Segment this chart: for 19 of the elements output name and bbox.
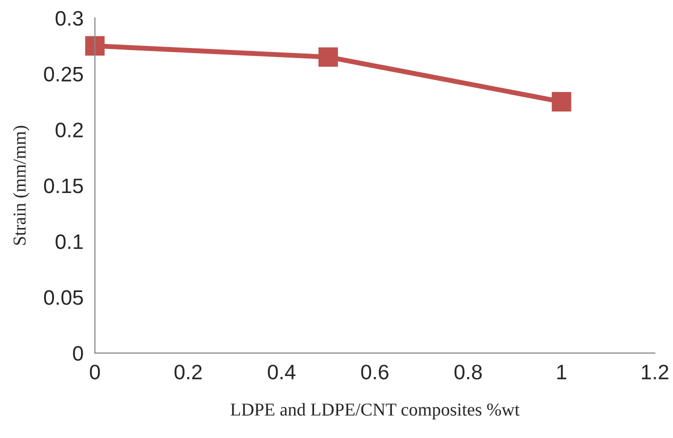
point — [85, 36, 105, 56]
y-tick-label: 0.1 — [56, 234, 83, 250]
x-axis-title: LDPE and LDPE/CNT composites %wt — [230, 403, 520, 420]
y-tick-label: 0.3 — [56, 10, 83, 26]
y-axis-title: Strain (mm/mm) — [12, 126, 30, 245]
x-tick-label: 0.8 — [454, 364, 482, 380]
y-tick-label: 0.25 — [44, 66, 83, 82]
point — [552, 92, 572, 112]
y-tick-label: 0 — [73, 346, 83, 361]
y-tick-label: 0.05 — [44, 290, 83, 305]
x-tick-label: 0.2 — [174, 364, 202, 380]
y-tick-label: 0.2 — [56, 122, 83, 138]
x-tick-label: 0.4 — [268, 364, 296, 380]
x-tick-label: 1.2 — [642, 364, 668, 380]
x-tick-label: 0.6 — [361, 364, 388, 380]
x-tick-label: 0 — [90, 364, 100, 380]
y-tick-label: 0.15 — [44, 178, 83, 194]
x-tick-label: 1 — [557, 364, 566, 380]
point — [318, 47, 338, 67]
